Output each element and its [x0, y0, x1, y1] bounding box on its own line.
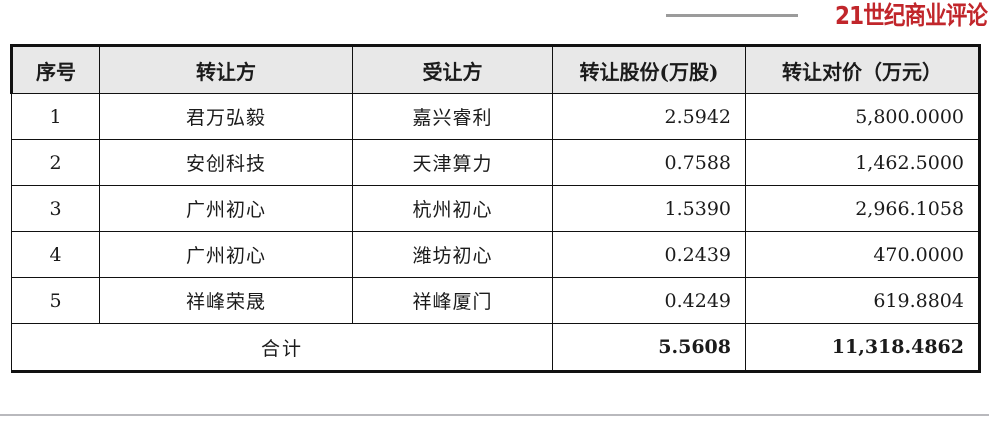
table-row: 2 安创科技 天津算力 0.7588 1,462.5000 — [11, 139, 981, 186]
masthead: 21世纪商业评论 — [0, 0, 989, 32]
column-header-transferor: 转让方 — [99, 44, 353, 94]
cell-transferee: 嘉兴睿利 — [352, 93, 553, 140]
share-transfer-table: 序号 转让方 受让方 转让股份(万股) 转让对价（万元） 1 君万弘毅 嘉兴睿利… — [10, 44, 981, 373]
table-total-row: 合计 5.5608 11,318.4862 — [11, 323, 981, 373]
cell-index: 2 — [11, 139, 100, 186]
cell-shares: 0.7588 — [552, 139, 746, 186]
cell-total-shares: 5.5608 — [552, 323, 746, 373]
cell-index: 4 — [11, 231, 100, 278]
cell-consideration: 619.8804 — [745, 277, 981, 324]
masthead-rule — [666, 13, 799, 17]
cell-transferor: 广州初心 — [99, 231, 353, 278]
cell-total-consideration: 11,318.4862 — [745, 323, 981, 373]
table-header-row: 序号 转让方 受让方 转让股份(万股) 转让对价（万元） — [10, 44, 981, 94]
cell-index: 5 — [11, 277, 100, 324]
table-row: 3 广州初心 杭州初心 1.5390 2,966.1058 — [11, 185, 981, 232]
column-header-consideration: 转让对价（万元） — [745, 44, 981, 94]
cell-transferor: 安创科技 — [99, 139, 353, 186]
cell-shares: 1.5390 — [552, 185, 746, 232]
column-header-shares: 转让股份(万股) — [552, 44, 746, 94]
cell-consideration: 470.0000 — [745, 231, 981, 278]
cell-shares: 0.2439 — [552, 231, 746, 278]
cell-shares: 2.5942 — [552, 93, 746, 140]
cell-transferor: 祥峰荣晟 — [99, 277, 353, 324]
cell-transferee: 天津算力 — [352, 139, 553, 186]
cell-consideration: 1,462.5000 — [745, 139, 981, 186]
table-row: 5 祥峰荣晟 祥峰厦门 0.4249 619.8804 — [11, 277, 981, 324]
table-row: 1 君万弘毅 嘉兴睿利 2.5942 5,800.0000 — [11, 93, 981, 140]
cell-total-label: 合计 — [11, 323, 553, 373]
cell-consideration: 2,966.1058 — [745, 185, 981, 232]
footer-divider — [0, 414, 989, 416]
column-header-index: 序号 — [10, 44, 100, 94]
cell-index: 1 — [11, 93, 100, 140]
table-row: 4 广州初心 潍坊初心 0.2439 470.0000 — [11, 231, 981, 278]
cell-transferee: 潍坊初心 — [352, 231, 553, 278]
cell-shares: 0.4249 — [552, 277, 746, 324]
share-transfer-table-container: 序号 转让方 受让方 转让股份(万股) 转让对价（万元） 1 君万弘毅 嘉兴睿利… — [10, 44, 981, 373]
cell-transferor: 君万弘毅 — [99, 93, 353, 140]
publication-logo: 21世纪商业评论 — [835, 1, 988, 30]
cell-index: 3 — [11, 185, 100, 232]
cell-transferee: 杭州初心 — [352, 185, 553, 232]
cell-consideration: 5,800.0000 — [745, 93, 981, 140]
column-header-transferee: 受让方 — [352, 44, 553, 94]
cell-transferee: 祥峰厦门 — [352, 277, 553, 324]
cell-transferor: 广州初心 — [99, 185, 353, 232]
